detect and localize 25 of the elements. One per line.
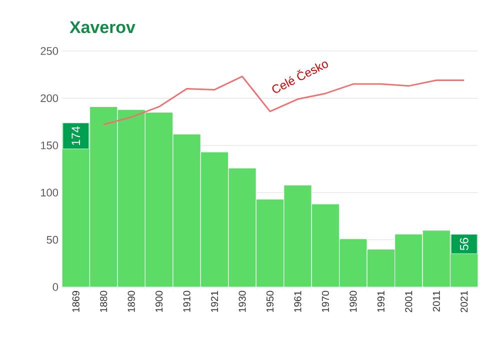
y-tick-label: 50 xyxy=(46,236,58,244)
x-tick-label: 1921 xyxy=(211,291,218,312)
y-tick-label: 0 xyxy=(52,283,58,291)
x-tick-label: 1980 xyxy=(350,290,357,312)
x-tick-label: 1991 xyxy=(377,291,384,312)
x-tick-label: 2001 xyxy=(405,291,412,312)
x-tick-label: 1880 xyxy=(100,290,108,312)
x-tick-label: 1961 xyxy=(294,291,302,312)
y-tick-label: 250 xyxy=(40,47,58,55)
x-tick-label: 1950 xyxy=(266,290,274,312)
x-tick-label: 1869 xyxy=(72,290,80,312)
text: Celé Česko xyxy=(272,62,328,93)
x-tick-label: 1970 xyxy=(322,290,329,312)
y-tick-label: 200 xyxy=(40,94,58,102)
x-tick-label: 1900 xyxy=(156,290,163,312)
x-tick-label: 2021 xyxy=(460,291,468,312)
x-tick-label: 2011 xyxy=(432,291,440,312)
chart-title: Xaverov xyxy=(70,21,136,34)
data-label: 56 xyxy=(460,238,468,250)
x-tick-label: 1910 xyxy=(183,290,190,312)
data-label: 174 xyxy=(72,126,80,145)
x-tick-label: 1930 xyxy=(238,290,246,312)
y-tick-label: 150 xyxy=(41,142,58,150)
x-tick-label: 1890 xyxy=(128,290,135,312)
y-tick-label: 100 xyxy=(41,188,58,196)
